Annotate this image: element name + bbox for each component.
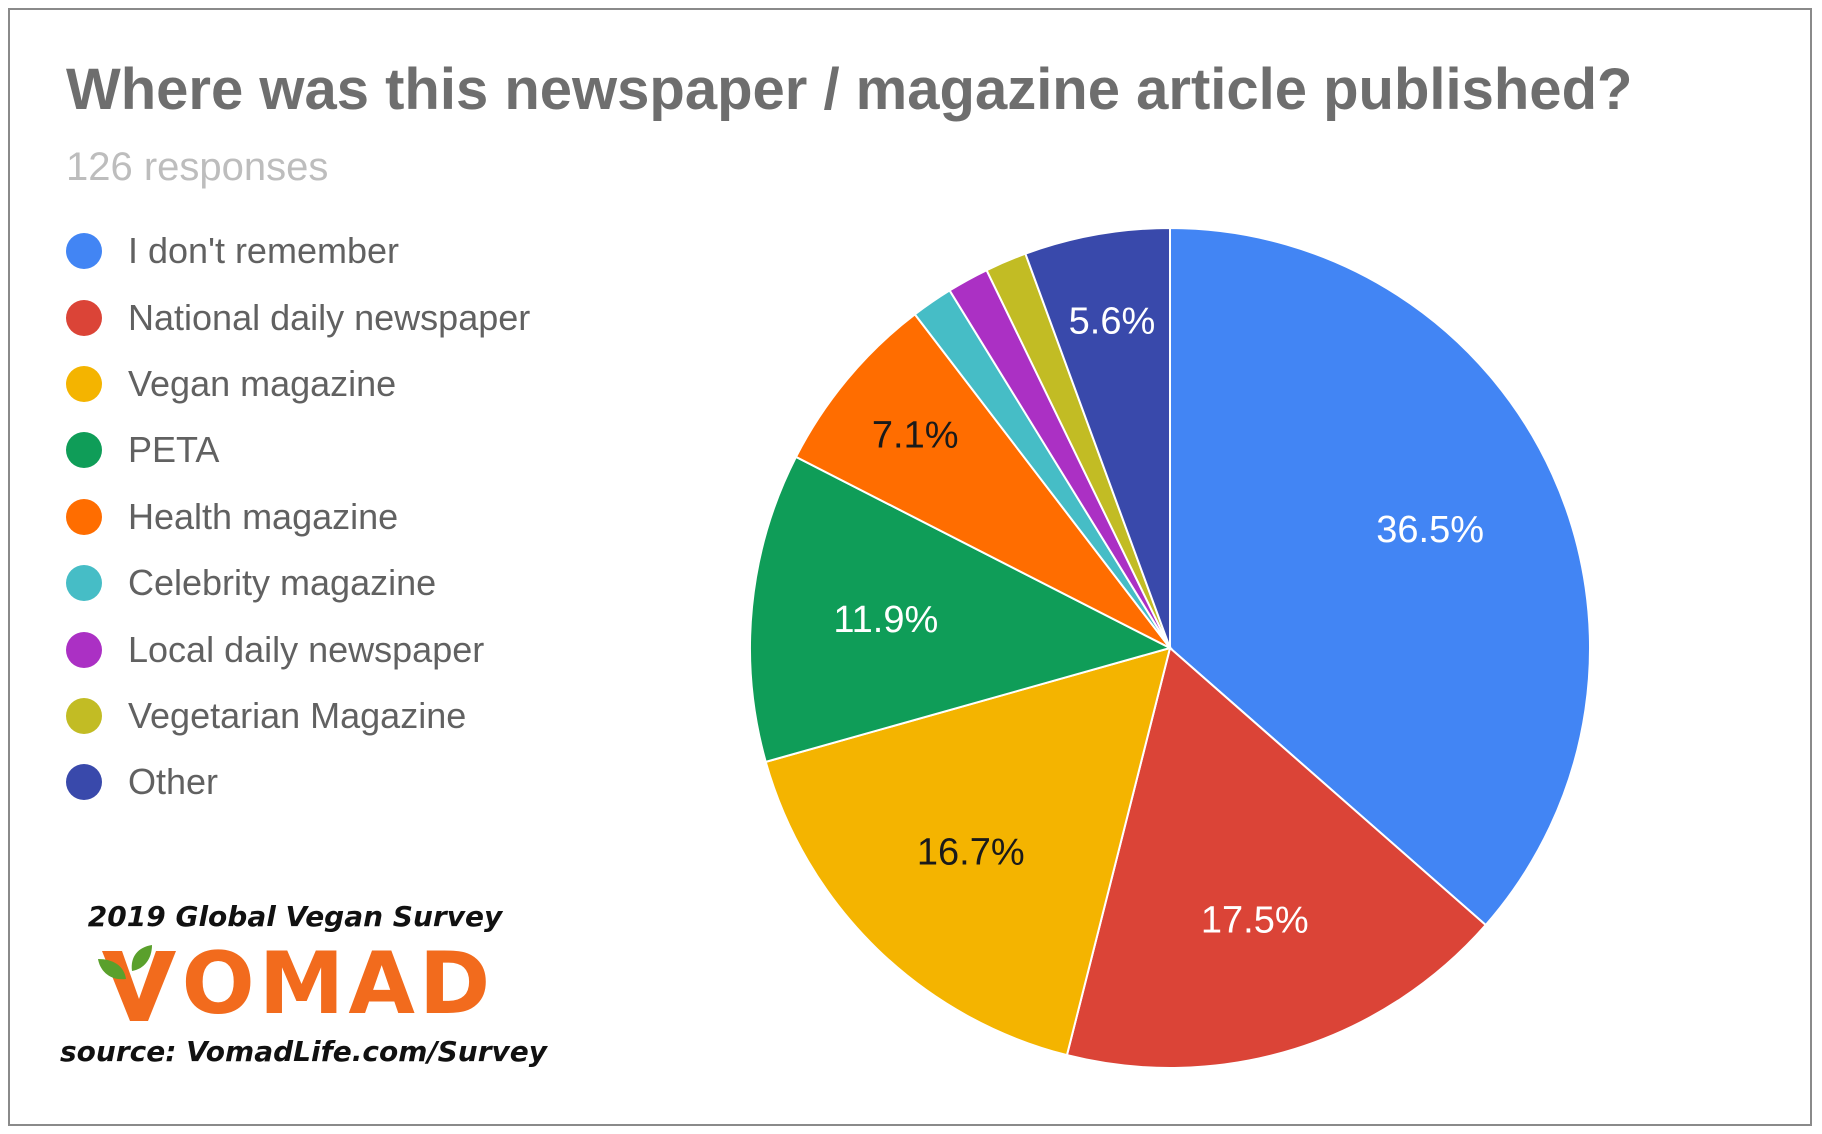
logo-wordmark: OMAD [181,934,495,1034]
legend-item: Celebrity magazine [66,550,530,616]
slice-data-label: 16.7% [917,832,1025,874]
chart-subtitle: 126 responses [66,145,329,189]
legend-item: Vegan magazine [66,351,530,417]
legend-label: Vegan magazine [128,362,397,404]
legend-item: National daily newspaper [66,284,530,350]
slice-data-label: 7.1% [872,414,959,456]
legend-label: Celebrity magazine [128,562,437,604]
legend-label: I don't remember [128,230,399,272]
pie-slice [748,455,1173,764]
pie-slice [1169,226,1591,927]
legend-label: Local daily newspaper [128,628,485,670]
branding-block: 2019 Global Vegan Survey OMAD source: Vo… [60,900,548,1068]
pie-slice [1024,226,1171,649]
chart-title: Where was this newspaper / magazine arti… [66,57,1633,122]
slice-data-label: 5.6% [1069,300,1156,342]
slice-data-label: 36.5% [1376,509,1484,551]
pie-slice [764,646,1172,1057]
legend-label: Vegetarian Magazine [128,694,467,736]
legend-swatch [66,233,102,270]
legend-item: PETA [66,417,530,483]
chart-legend: I don't remember National daily newspaper… [66,218,530,816]
legend-swatch [66,565,102,602]
survey-caption: 2019 Global Vegan Survey [87,900,503,933]
vomad-logo: OMAD [60,941,530,1027]
legend-swatch [66,764,102,801]
slice-data-label: 17.5% [1201,900,1309,942]
legend-item: Vegetarian Magazine [66,683,530,749]
legend-swatch [66,299,102,336]
legend-swatch [66,631,102,668]
legend-swatch [66,365,102,402]
slice-data-label: 11.9% [833,599,938,641]
legend-label: National daily newspaper [128,296,531,338]
legend-item: Health magazine [66,484,530,550]
source-caption: source: VomadLife.com/Survey [60,1035,548,1068]
legend-label: Health magazine [128,495,399,537]
legend-item: Local daily newspaper [66,616,530,682]
legend-label: PETA [128,429,220,471]
legend-label: Other [128,761,219,803]
legend-item: Other [66,749,530,815]
legend-item: I don't remember [66,218,530,284]
pie-slice [794,312,1171,649]
sprout-v-icon [97,945,176,1021]
legend-swatch [66,432,102,469]
legend-swatch [66,697,102,734]
legend-swatch [66,498,102,535]
pie-slice [1065,646,1488,1069]
